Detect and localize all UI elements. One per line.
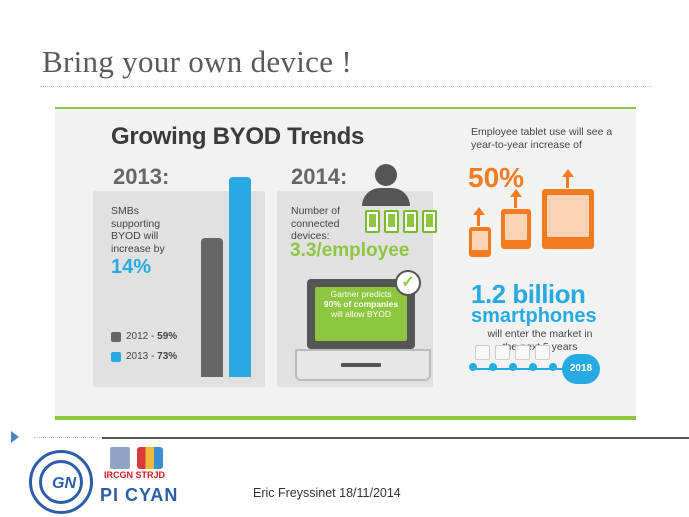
tower-icon [110,447,130,469]
smb-text: SMBs supporting BYOD will increase by [111,205,165,255]
phone-outline-icon [495,345,510,360]
legend-swatch-2012 [111,332,121,342]
tablet-increase-value: 50% [468,162,525,193]
gartner-prediction: Gartner predicts 90% of companies will a… [323,289,399,319]
laptop-base [295,349,431,381]
phone-icon [384,210,399,233]
arrow-up-icon [562,169,574,177]
bullet-icon [11,431,19,443]
year-2013-label: 2013: [113,164,170,189]
tablet-large-icon [542,189,594,249]
footer-divider [102,437,689,439]
bar-2013 [229,177,251,377]
phone-outline-icon [475,345,490,360]
smb-increase-value: 14% [111,256,152,278]
smartphones-value: 1.2 billion [471,279,586,309]
phone-outline-icon [535,345,550,360]
phone-icon [403,210,418,233]
byod-infographic: Growing BYOD Trends 2013: SMBs supportin… [55,107,636,420]
legend-2013: 2013 - 73% [126,351,178,362]
bar-2012 [201,238,223,377]
phone-icon [422,210,437,233]
laptop-icon: Gartner predicts 90% of companies will a… [307,279,415,349]
puzzle-icon [137,447,163,469]
phone-outline-icon [515,345,530,360]
legend-2012: 2012 - 59% [126,331,178,342]
arrow-up-icon [510,189,522,197]
arrow-up-icon [473,207,485,215]
check-icon: ✓ [395,270,421,296]
phone-icon [365,210,380,233]
tablet-medium-icon [501,209,531,249]
devices-text: Number of connected devices: [291,205,341,242]
infographic-title: Growing BYOD Trends [111,123,364,150]
person-icon [375,164,397,186]
slide-title: Bring your own device ! [42,44,352,79]
person-body-icon [362,188,410,206]
tablet-small-icon [469,227,491,257]
timeline [471,368,571,370]
devices-per-employee-value: 3.3/employee [290,240,410,261]
title-divider [40,86,652,87]
legend-swatch-2013 [111,352,121,362]
year-2018-badge: 2018 [562,354,600,384]
smartphones-label: smartphones [471,305,597,327]
footer-text: Eric Freyssinet 18/11/2014 [253,486,401,500]
tablet-text: Employee tablet use will see a year-to-y… [471,126,613,151]
gendarmerie-logo: GN [29,450,93,514]
year-2014-label: 2014: [291,164,348,189]
